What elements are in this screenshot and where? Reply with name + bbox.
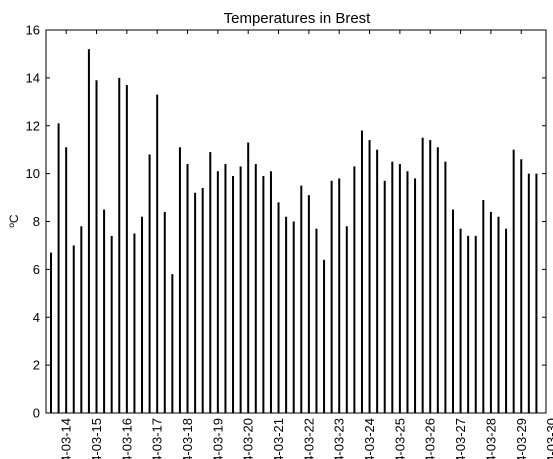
x-tick-label-0: 2014-03-14 — [59, 418, 74, 459]
y-tick-label-7: 14 — [26, 70, 40, 85]
bar-49 — [421, 137, 424, 413]
bar-26 — [247, 142, 250, 413]
bar-24 — [232, 176, 235, 413]
plot-frame — [45, 29, 547, 414]
bar-39 — [345, 226, 348, 413]
bar-28 — [262, 176, 265, 413]
bar-60 — [505, 228, 508, 413]
x-tick-label-16: 2014-03-30 — [544, 418, 553, 459]
bar-58 — [489, 211, 492, 413]
bar-17 — [178, 147, 181, 414]
y-tick-label-5: 10 — [26, 166, 40, 181]
y-tick-label-2: 4 — [33, 310, 40, 325]
bar-0 — [50, 252, 52, 413]
bar-34 — [307, 195, 310, 413]
bar-23 — [224, 164, 227, 413]
x-tick-label-13: 2014-03-27 — [453, 418, 468, 459]
bar-42 — [368, 140, 371, 414]
x-tick-label-6: 2014-03-20 — [241, 418, 256, 459]
x-tick-label-14: 2014-03-28 — [483, 418, 498, 459]
bar-4 — [80, 226, 83, 413]
bar-1 — [57, 123, 60, 414]
bar-21 — [209, 152, 212, 413]
y-tick-label-1: 2 — [33, 358, 40, 373]
bar-30 — [277, 202, 280, 413]
bar-3 — [72, 245, 75, 413]
bar-46 — [398, 164, 401, 413]
bar-27 — [254, 164, 257, 413]
bar-6 — [95, 80, 98, 414]
bar-14 — [156, 94, 159, 413]
bar-29 — [269, 171, 272, 413]
bar-13 — [148, 154, 151, 413]
bar-9 — [118, 77, 121, 414]
x-tick-label-5: 2014-03-19 — [210, 418, 225, 459]
x-tick-label-12: 2014-03-26 — [423, 418, 438, 459]
y-tick-label-6: 12 — [26, 118, 40, 133]
bar-57 — [482, 199, 485, 413]
bar-61 — [512, 149, 515, 413]
bar-5 — [87, 49, 90, 414]
bar-22 — [216, 171, 219, 413]
bar-44 — [383, 180, 386, 413]
bar-25 — [239, 166, 242, 413]
x-tick-label-9: 2014-03-23 — [332, 418, 347, 459]
bars-group — [50, 49, 538, 414]
bar-50 — [429, 140, 432, 414]
bar-12 — [141, 216, 144, 413]
bar-7 — [103, 209, 106, 413]
bar-45 — [391, 161, 394, 413]
bar-52 — [444, 161, 447, 413]
bar-47 — [406, 171, 409, 413]
bar-38 — [338, 178, 341, 413]
x-tick-label-10: 2014-03-24 — [362, 418, 377, 459]
y-tick-label-8: 16 — [26, 23, 40, 38]
bar-33 — [300, 185, 303, 413]
y-tick-label-0: 0 — [33, 406, 40, 421]
x-tick-label-8: 2014-03-22 — [301, 418, 316, 459]
bar-41 — [360, 130, 363, 414]
y-axis-label: ºC — [7, 214, 21, 227]
bar-64 — [535, 173, 538, 414]
bar-16 — [171, 274, 174, 413]
bar-56 — [474, 235, 477, 413]
bar-18 — [186, 164, 189, 413]
bar-11 — [133, 233, 136, 413]
bar-43 — [376, 149, 379, 413]
chart-title: Temperatures in Brest — [224, 10, 372, 27]
bar-20 — [201, 187, 204, 413]
bar-32 — [292, 221, 295, 413]
bar-8 — [110, 235, 113, 413]
bar-54 — [459, 228, 462, 413]
bar-37 — [330, 180, 333, 413]
bar-48 — [414, 178, 417, 413]
x-tick-label-4: 2014-03-18 — [180, 418, 195, 459]
x-tick-label-3: 2014-03-17 — [150, 418, 165, 459]
bar-19 — [194, 192, 197, 413]
bar-63 — [527, 173, 530, 414]
x-tick-label-1: 2014-03-15 — [89, 418, 104, 459]
bar-35 — [315, 228, 318, 413]
bar-2 — [65, 147, 68, 414]
y-tick-label-3: 6 — [33, 262, 40, 277]
x-tick-label-15: 2014-03-29 — [514, 418, 529, 459]
y-tick-label-4: 8 — [33, 214, 40, 229]
bar-62 — [520, 159, 523, 413]
bar-36 — [323, 259, 326, 413]
bar-55 — [467, 235, 470, 413]
bar-15 — [163, 211, 166, 413]
x-tick-label-11: 2014-03-25 — [392, 418, 407, 459]
bar-31 — [285, 216, 288, 413]
bar-40 — [353, 166, 356, 413]
x-ticks-group: 2014-03-14 2014-03-15 2014-03-16 2014-03-17… — [59, 30, 553, 459]
bar-51 — [436, 147, 439, 414]
x-tick-label-2: 2014-03-16 — [119, 418, 134, 459]
bar-53 — [451, 209, 454, 413]
x-tick-label-7: 2014-03-21 — [271, 418, 286, 459]
bar-59 — [497, 216, 500, 413]
bar-10 — [125, 85, 128, 413]
